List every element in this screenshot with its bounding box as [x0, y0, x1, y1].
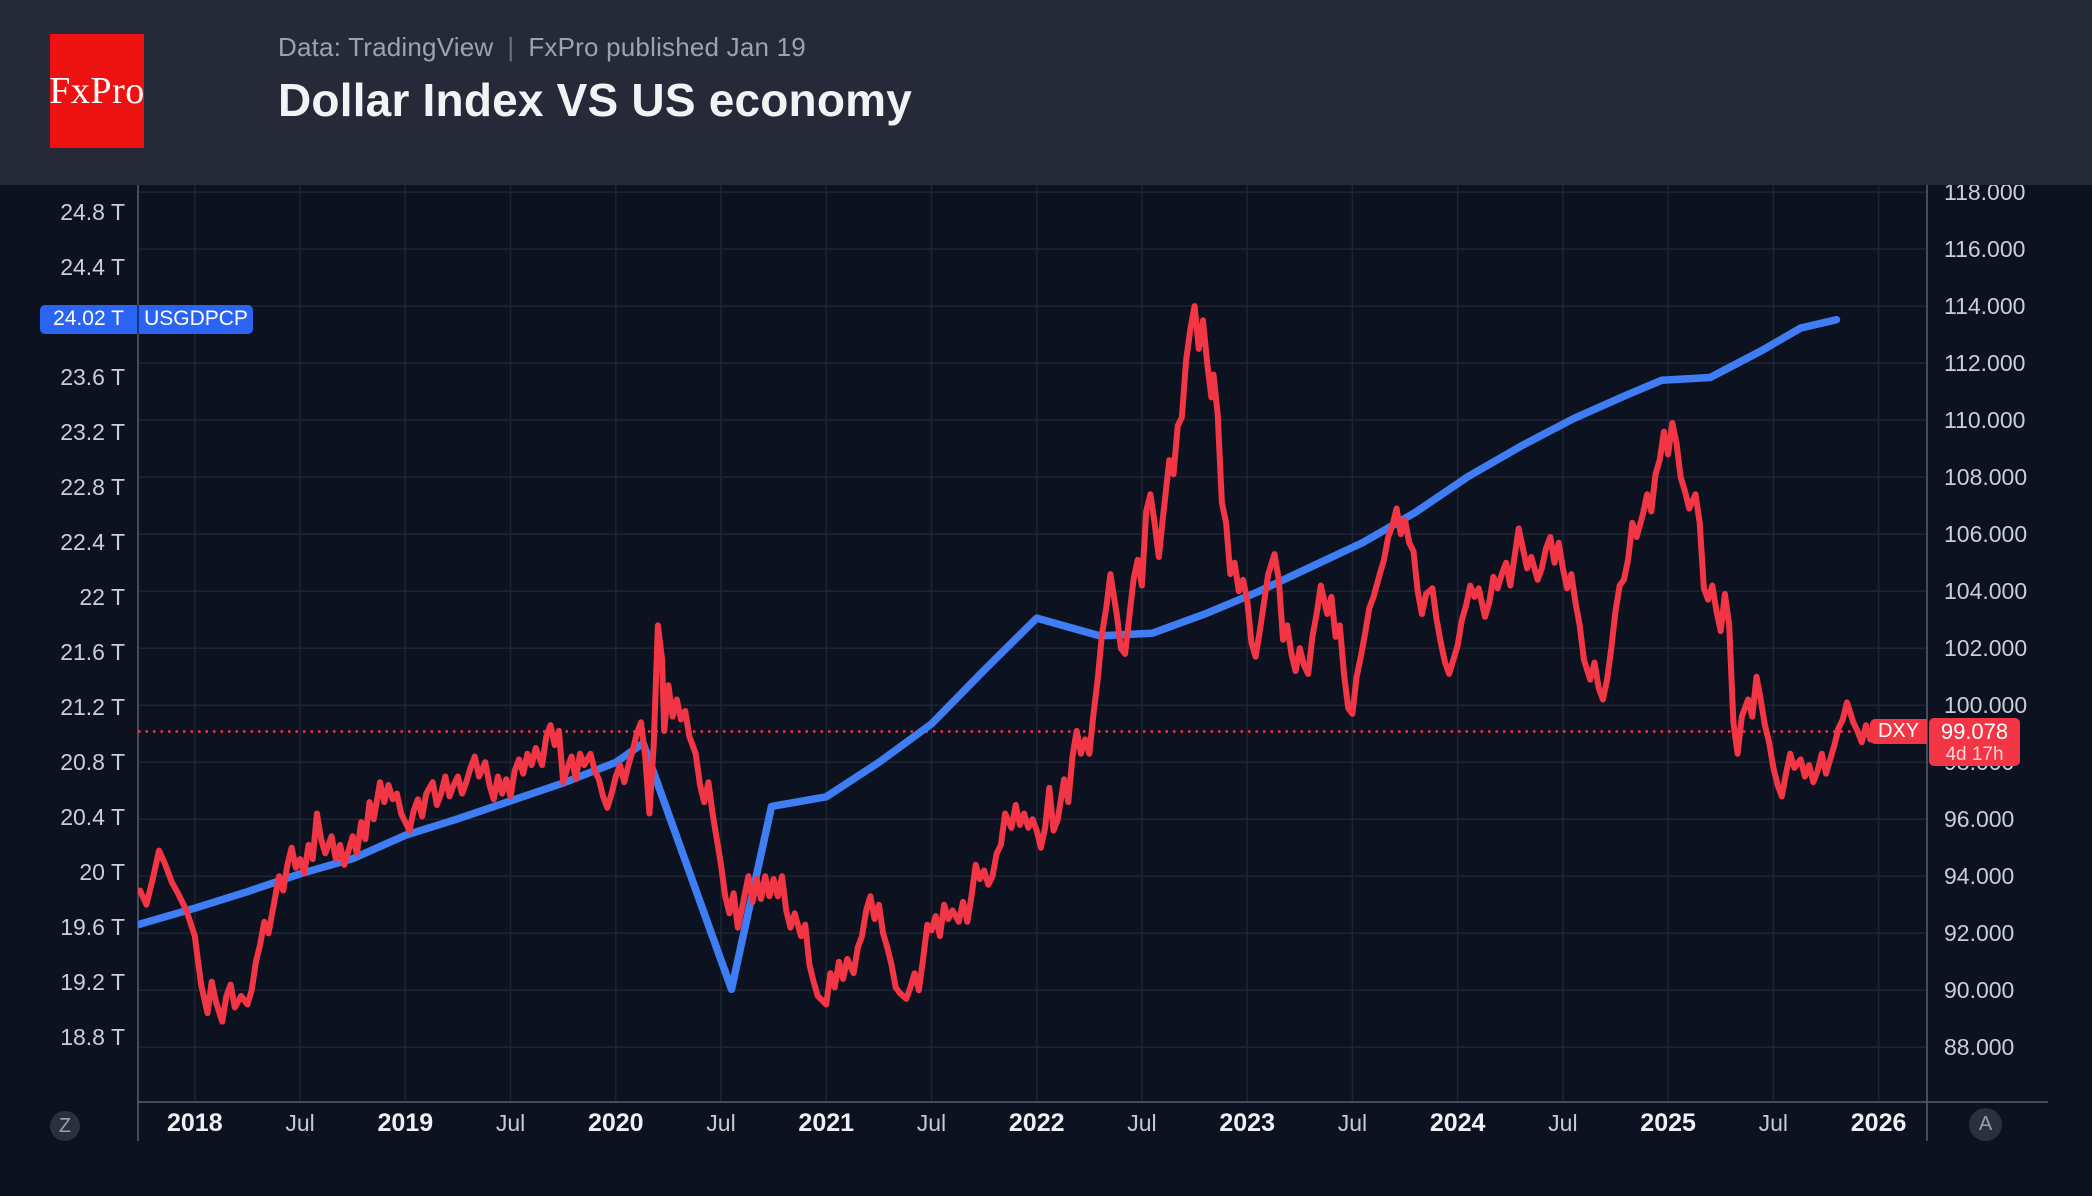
left-axis-tick: 24.8 T	[60, 199, 125, 226]
left-axis-tick: 18.8 T	[60, 1024, 125, 1051]
header-text: Data: TradingView | FxPro published Jan 19…	[278, 32, 912, 127]
usgdpcp-current-value: 24.02 T	[53, 307, 124, 331]
right-axis-tick: 92.000	[1944, 920, 2015, 947]
chart-title: Dollar Index VS US economy	[278, 74, 913, 126]
right-axis-tick: 108.000	[1944, 464, 2028, 491]
right-axis-tick: 88.000	[1944, 1034, 2015, 1061]
left-axis-tick: 22.4 T	[60, 529, 125, 556]
left-axis-tick: 21.2 T	[60, 694, 125, 721]
time-axis-tick: 2019	[377, 1109, 434, 1137]
subtitle-separator: |	[507, 32, 515, 62]
right-axis-tick: 90.000	[1944, 977, 2015, 1004]
left-axis-tick: 20.4 T	[60, 804, 125, 831]
time-axis-tick: 2026	[1850, 1109, 1907, 1137]
time-axis-tick: 2023	[1219, 1109, 1275, 1137]
dxy-line	[138, 303, 1893, 1025]
right-axis-tick: 112.000	[1944, 350, 2026, 377]
right-axis-tick: 94.000	[1944, 863, 2015, 890]
right-axis-tick: 102.000	[1944, 635, 2028, 662]
right-axis-tick: 100.000	[1944, 692, 2028, 719]
time-axis-tick: 2018	[167, 1109, 223, 1137]
header: FxPro Data: TradingView | FxPro published …	[0, 0, 2092, 185]
left-axis-tick: 21.6 T	[60, 639, 125, 666]
usgdpcp-line	[138, 315, 1841, 994]
right-axis-tick: 116.000	[1944, 236, 2026, 263]
time-axis-tick: Jul	[1127, 1110, 1157, 1136]
time-axis-tick: Jul	[495, 1110, 526, 1136]
left-axis-tick: 22.8 T	[60, 474, 125, 501]
gridlines	[138, 185, 1927, 1102]
time-axis-tick: Jul	[916, 1110, 947, 1136]
right-axis-tick: 114.000	[1944, 293, 2026, 320]
right-axis-tick: 104.000	[1944, 578, 2028, 605]
time-axis-tick: Jul	[1548, 1110, 1578, 1136]
time-axis-tick: Jul	[706, 1110, 736, 1136]
right-axis-tick: 110.000	[1944, 407, 2026, 434]
time-axis-tick: 2025	[1640, 1109, 1696, 1137]
left-axis-tick: 20.8 T	[60, 749, 125, 776]
left-axis-tick: 23.6 T	[60, 364, 125, 391]
left-axis-tick: 19.6 T	[60, 914, 125, 941]
time-axis-tick: Jul	[1758, 1110, 1789, 1136]
right-axis-tick: 106.000	[1944, 521, 2028, 548]
timezone-button[interactable]: Z	[50, 1111, 80, 1141]
left-axis-tick: 20 T	[79, 859, 125, 886]
left-axis-tick: 19.2 T	[60, 969, 125, 996]
left-axis-tick: 23.2 T	[60, 419, 125, 446]
dxy-bar-countdown: 4d 17h	[1945, 744, 2004, 766]
time-axis-tick: 2022	[1008, 1109, 1065, 1137]
published-label: FxPro published Jan 19	[528, 32, 806, 62]
dxy-price-badge: 99.078 4d 17h	[1929, 718, 2020, 767]
usgdpcp-value-badge: 24.02 T USGDPCP	[40, 304, 253, 334]
usgdpcp-symbol-label: USGDPCP	[144, 307, 248, 331]
time-axis-tick: Jul	[1337, 1110, 1368, 1136]
axis-lines	[137, 185, 2048, 1141]
data-source-line: Data: TradingView | FxPro published Jan 19	[278, 32, 912, 63]
time-axis-tick: Jul	[285, 1110, 315, 1136]
source-label: Data: TradingView	[278, 32, 494, 62]
dxy-current-price: 99.078	[1940, 719, 2009, 745]
auto-scale-button[interactable]: A	[1969, 1108, 2002, 1141]
badge-divider	[137, 304, 139, 334]
left-axis-tick: 22 T	[79, 584, 125, 611]
time-axis-tick: 2021	[798, 1109, 855, 1137]
time-axis-tick: 2024	[1429, 1109, 1486, 1137]
time-axis-tick: 2020	[587, 1109, 644, 1137]
fxpro-logo: FxPro	[49, 34, 145, 148]
left-axis-tick: 24.4 T	[60, 254, 125, 281]
right-axis-tick: 96.000	[1944, 806, 2015, 833]
fxpro-logo-text: FxPro	[49, 70, 145, 112]
dxy-symbol-badge: DXY	[1870, 719, 1927, 745]
